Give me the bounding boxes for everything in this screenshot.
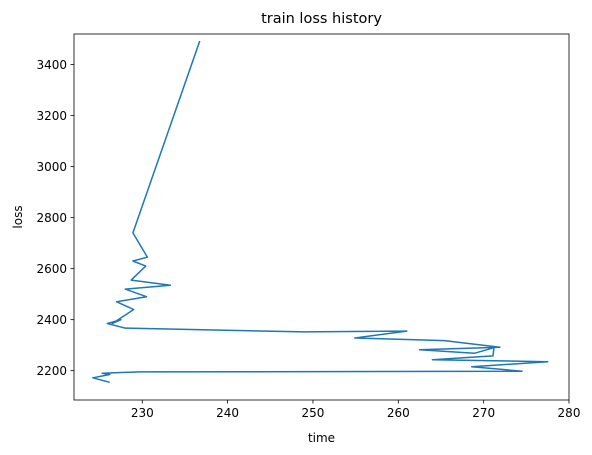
x-tick-label: 260 — [387, 406, 410, 420]
y-axis-label: loss — [11, 205, 25, 228]
y-tick-label: 2400 — [36, 313, 67, 327]
x-tick-label: 280 — [558, 406, 581, 420]
y-axis-ticks: 2200 2400 2600 2800 3000 3200 3400 — [36, 58, 74, 378]
y-tick-label: 2800 — [36, 211, 67, 225]
x-tick-label: 270 — [472, 406, 495, 420]
axes-frame — [73, 33, 570, 401]
series-line-0 — [92, 40, 549, 384]
x-tick-label: 230 — [131, 406, 154, 420]
x-tick-label: 240 — [216, 406, 239, 420]
chart-title: train loss history — [261, 11, 382, 27]
x-axis-ticks: 230 240 250 260 270 280 — [131, 400, 581, 420]
y-tick-label: 2200 — [36, 364, 67, 378]
x-tick-label: 250 — [302, 406, 325, 420]
x-axis-label: time — [308, 431, 335, 445]
y-tick-label: 3000 — [36, 160, 67, 174]
y-tick-label: 3200 — [36, 109, 67, 123]
y-tick-label: 3400 — [36, 58, 67, 72]
plot-area — [73, 33, 570, 401]
y-tick-label: 2600 — [36, 262, 67, 276]
